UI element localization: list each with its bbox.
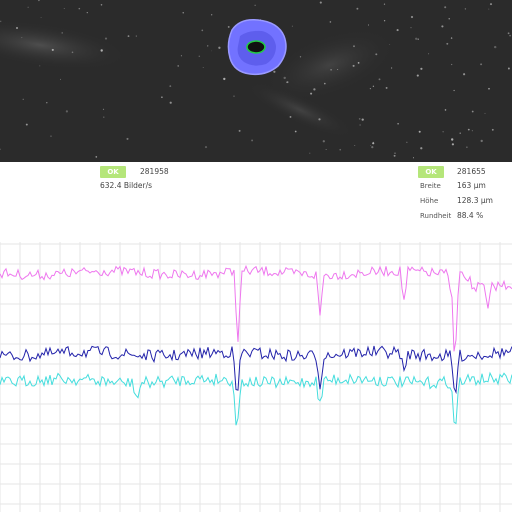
height-value: 128.3 µm (457, 196, 493, 205)
noise-speckles (0, 0, 512, 159)
particle (227, 18, 287, 76)
camera-image (0, 0, 512, 159)
signal-chart-svg (0, 242, 512, 512)
roundness-label: Rundheit (420, 212, 452, 220)
particle-contour (246, 40, 266, 54)
width-value: 163 µm (457, 181, 486, 190)
camera-view (0, 0, 512, 162)
measurement-panel: OK 281958 632.4 Bilder/s OK 281655 Breit… (0, 162, 512, 243)
left-count: 281958 (140, 167, 169, 176)
series-line-2 (0, 345, 512, 395)
series-line-3 (0, 371, 512, 426)
frame-rate: 632.4 Bilder/s (100, 181, 153, 190)
right-count: 281655 (457, 167, 486, 176)
width-label: Breite (420, 182, 441, 190)
left-status-badge: OK (100, 166, 126, 178)
right-status-badge: OK (418, 166, 444, 178)
roundness-value: 88.4 % (457, 211, 484, 220)
signal-chart (0, 242, 512, 512)
height-label: Höhe (420, 197, 439, 205)
series-line-1 (0, 264, 512, 352)
